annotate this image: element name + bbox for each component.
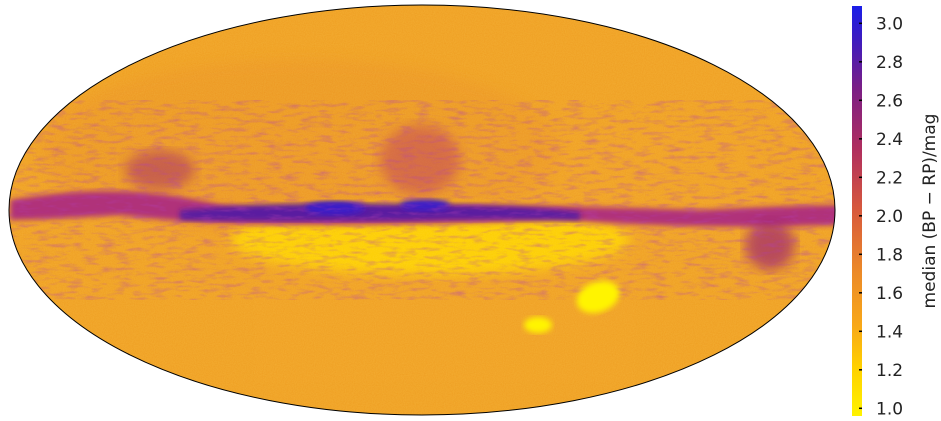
colorbar-tick-label: 1.6 xyxy=(876,284,903,304)
colorbar-tick-label: 2.6 xyxy=(876,91,903,111)
colorbar-tick-label: 1.0 xyxy=(876,399,903,419)
colorbar-tick-label: 1.8 xyxy=(876,245,903,265)
colorbar-tick-label: 1.2 xyxy=(876,361,903,381)
colorbar-tick-label: 1.4 xyxy=(876,322,903,342)
colorbar-label: median (BP − RP)/mag xyxy=(920,114,940,309)
colorbar-tick-label: 2.8 xyxy=(876,53,903,73)
colorbar-tick-label: 2.4 xyxy=(876,130,903,150)
colorbar-tick-label: 2.0 xyxy=(876,207,903,227)
colorbar xyxy=(852,6,862,416)
sky-map-figure: 1.0 1.2 1.4 1.6 1.8 2.0 2.2 2.4 2.6 2.8 3.0 median… xyxy=(0,0,941,421)
colorbar-tick-label: 3.0 xyxy=(876,14,903,34)
colorbar-ticks: 1.0 1.2 1.4 1.6 1.8 2.0 2.2 2.4 2.6 2.8 3.0 xyxy=(859,14,903,419)
colorbar-tick-label: 2.2 xyxy=(876,168,903,188)
sky-map xyxy=(0,0,840,421)
